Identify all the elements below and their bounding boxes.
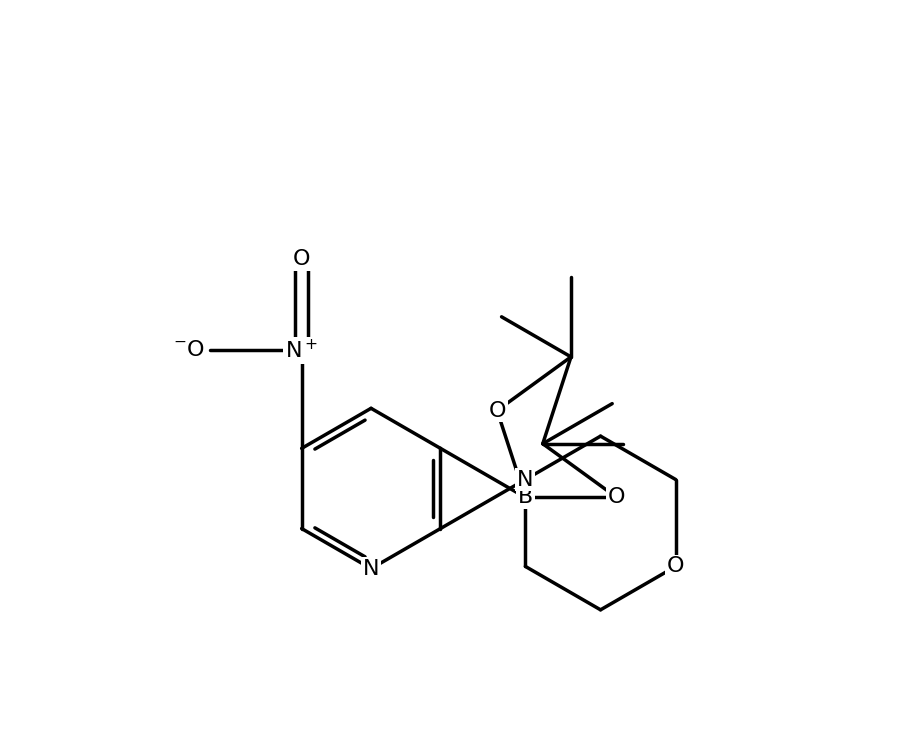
Text: O: O	[608, 488, 625, 507]
Text: $^{-}$O: $^{-}$O	[172, 340, 205, 360]
Text: N: N	[517, 469, 533, 490]
Text: B: B	[518, 488, 533, 507]
Text: O: O	[667, 556, 684, 576]
Text: N$^+$: N$^+$	[285, 339, 318, 362]
Text: N: N	[363, 559, 379, 578]
Text: O: O	[489, 400, 506, 421]
Text: O: O	[293, 249, 311, 269]
